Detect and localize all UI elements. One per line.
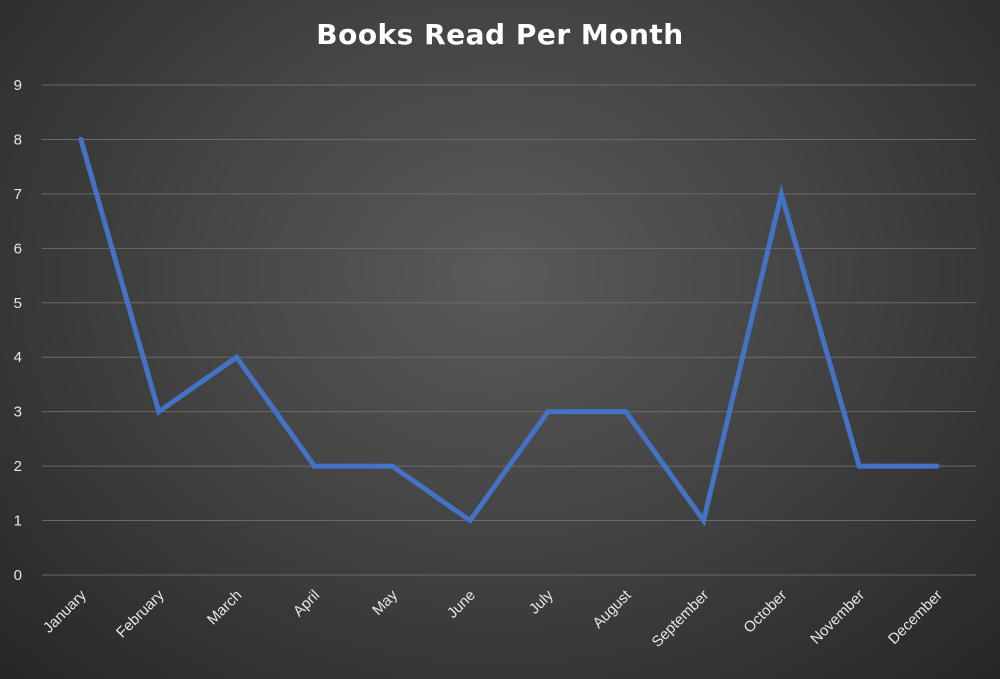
x-tick-label: August — [590, 586, 636, 632]
y-tick-label: 7 — [14, 186, 22, 203]
y-tick-label: 6 — [14, 240, 22, 257]
x-tick-label: March — [204, 587, 245, 628]
gridlines — [42, 84, 976, 576]
y-tick-label: 9 — [14, 77, 22, 94]
chart-title: Books Read Per Month — [316, 18, 684, 51]
data-point — [934, 463, 940, 469]
x-tick-label: June — [444, 587, 479, 622]
series-layer — [78, 136, 940, 527]
data-point — [778, 191, 784, 197]
data-point — [545, 409, 551, 415]
y-tick-label: 8 — [14, 131, 22, 148]
y-tick-label: 4 — [14, 349, 22, 366]
data-point — [234, 354, 240, 360]
x-tick-label: May — [369, 586, 401, 618]
x-tick-label: April — [290, 587, 323, 620]
data-point — [389, 463, 395, 469]
x-tick-label: December — [885, 587, 946, 648]
x-axis: January February March April May June July Augu… — [40, 586, 946, 650]
x-tick-label: September — [649, 587, 713, 651]
x-tick-label: July — [526, 586, 557, 617]
data-point — [467, 518, 473, 524]
y-tick-label: 0 — [14, 567, 22, 584]
y-tick-label: 2 — [14, 458, 22, 475]
x-tick-label: October — [740, 587, 790, 637]
data-point — [78, 136, 84, 142]
x-tick-label: November — [807, 587, 868, 648]
y-tick-label: 5 — [14, 295, 22, 312]
data-point — [623, 409, 629, 415]
data-point — [701, 518, 707, 524]
data-point — [156, 409, 162, 415]
data-point — [311, 463, 317, 469]
x-tick-label: February — [113, 586, 168, 641]
x-tick-label: January — [40, 586, 90, 636]
y-tick-label: 3 — [14, 404, 22, 421]
series-line — [78, 136, 940, 527]
y-tick-label: 1 — [14, 513, 22, 530]
y-axis: 0 1 2 3 4 5 6 7 8 9 — [14, 77, 22, 584]
data-point — [856, 463, 862, 469]
